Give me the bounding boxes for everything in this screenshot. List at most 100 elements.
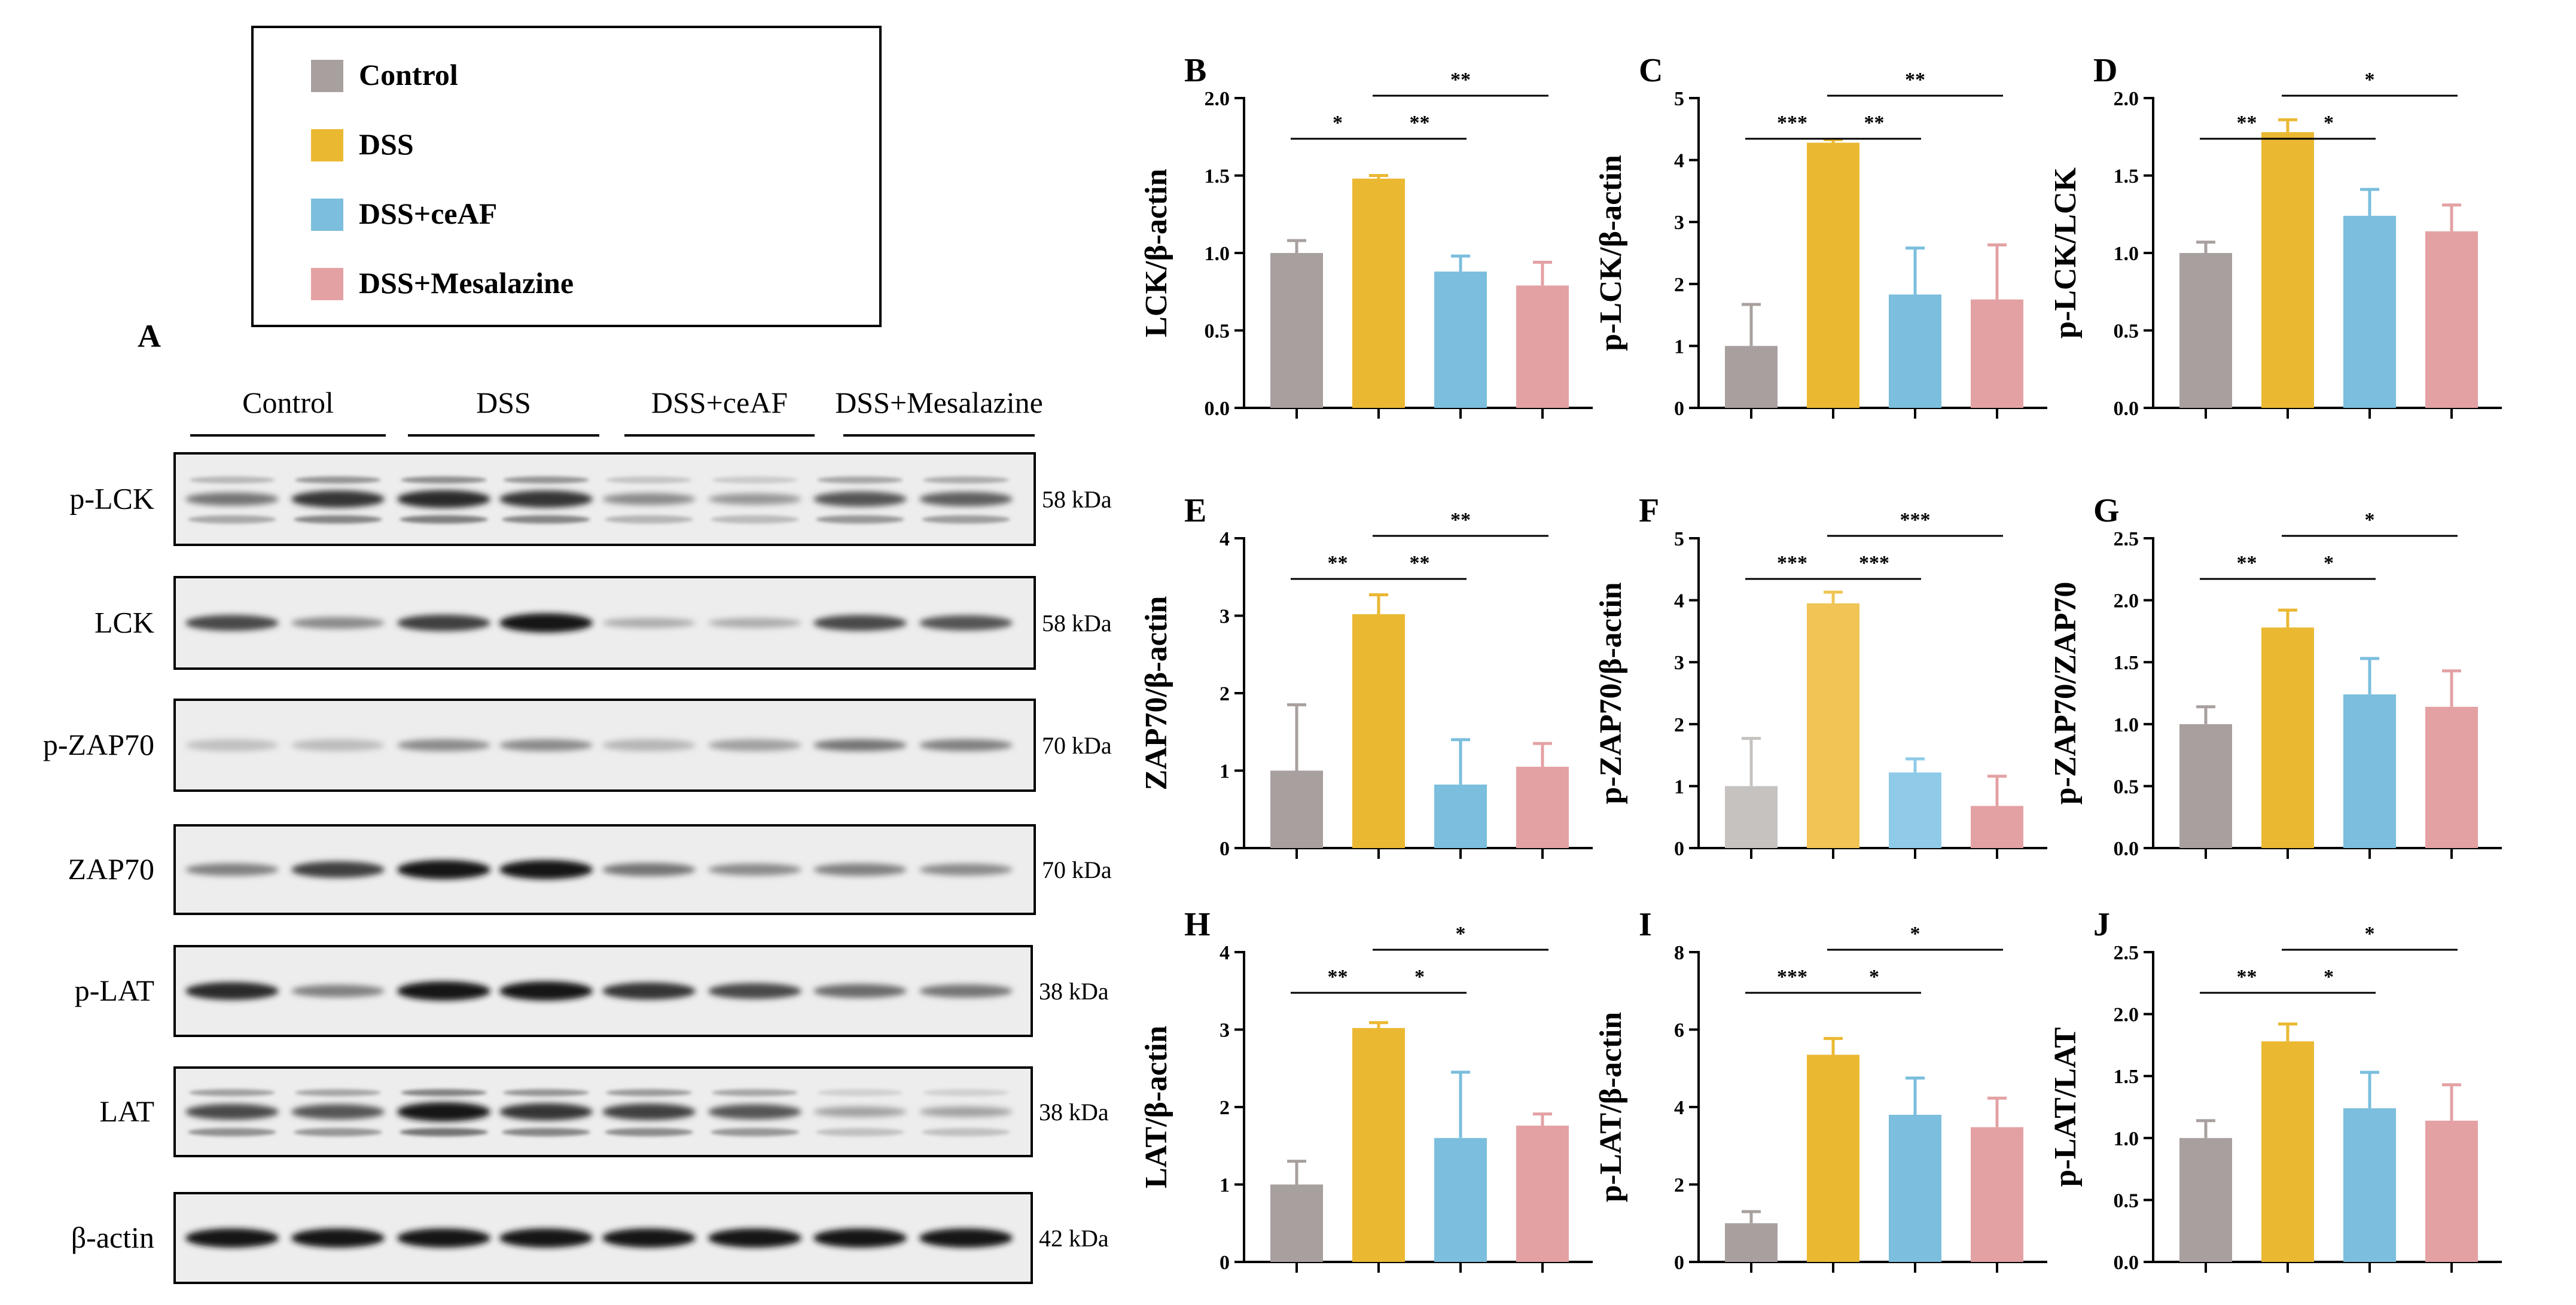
legend-frame (251, 26, 882, 327)
y-tick-label: 4 (1220, 528, 1230, 550)
y-tick-label: 0.0 (1205, 398, 1230, 420)
y-tick-label: 1 (1220, 1175, 1230, 1197)
y-axis-label: p-LAT/LAT (2048, 1027, 2083, 1187)
blot-protein-label: p-LAT (75, 974, 154, 1007)
significance-label: ** (1328, 966, 1348, 988)
y-axis-label: p-LAT/β-actin (1594, 1012, 1628, 1202)
blot-band (708, 864, 801, 876)
y-tick-label: 0.5 (2114, 321, 2139, 343)
blot-row-lck: LCK 58 kDa (94, 576, 1112, 670)
bar-dss-mesalazine (1516, 1126, 1569, 1262)
blot-kda-label: 70 kDa (1042, 856, 1112, 883)
blot-band (499, 739, 593, 751)
y-tick-label: 0.0 (2114, 398, 2139, 420)
blot-group-label-dss-mesalazine: DSS+Mesalazine (835, 386, 1043, 419)
bar-dss (1352, 178, 1405, 408)
y-tick-label: 2 (1674, 1175, 1684, 1197)
blot-row-zap70: ZAP70 70 kDa (68, 824, 1112, 915)
y-tick-label: 0 (1220, 1252, 1230, 1274)
blot-band-secondary (295, 476, 381, 484)
y-tick-label: 1 (1674, 336, 1684, 358)
y-tick-label: 2.5 (2114, 942, 2139, 964)
y-axis-label: p-ZAP70/β-actin (1594, 582, 1628, 804)
bar-dss-mesalazine (1516, 285, 1569, 408)
significance-label: *** (1777, 552, 1807, 574)
y-tick-label: 5 (1674, 88, 1684, 110)
chart-panel-F: F 0 1 2 3 4 5 p-ZAP70/β-actin *** *** *** (1594, 492, 2047, 860)
y-tick-label: 2 (1220, 683, 1230, 705)
legend-label-control: Control (359, 58, 458, 92)
blot-band-secondary (401, 476, 487, 484)
panel-letter-D: D (2093, 52, 2117, 89)
blot-band (602, 618, 696, 628)
y-tick-label: 2.0 (2114, 1004, 2139, 1026)
blot-band (185, 492, 279, 506)
panel-letter-I: I (1639, 906, 1652, 943)
blot-group-label-control: Control (242, 386, 334, 419)
blot-band (499, 490, 593, 508)
blot-band (397, 614, 490, 632)
significance-label: * (2365, 509, 2375, 531)
blot-band (397, 1102, 490, 1121)
blot-band (602, 1103, 696, 1120)
blot-band-secondary (606, 476, 692, 484)
significance-label: ** (1450, 69, 1471, 91)
significance-label: ** (1328, 552, 1348, 574)
blot-band (499, 981, 593, 1001)
y-tick-label: 3 (1674, 652, 1684, 674)
blot-band-secondary (712, 1089, 798, 1096)
significance-label: * (2365, 923, 2375, 945)
blot-band-secondary (712, 476, 798, 484)
y-tick-label: 2.0 (2114, 88, 2139, 110)
blot-band-secondary (605, 515, 693, 524)
y-tick-label: 0.5 (2114, 776, 2139, 798)
blot-band-secondary (923, 1089, 1009, 1096)
legend-swatch-dss-ceaf (311, 199, 343, 231)
blot-band-secondary (189, 476, 275, 484)
y-tick-label: 4 (1220, 942, 1230, 964)
blot-band (185, 615, 279, 631)
blot-band (499, 1103, 593, 1121)
panel-letter-H: H (1184, 906, 1211, 943)
bar-dss-ceaf (2343, 1108, 2396, 1262)
bar-dss-mesalazine (1971, 299, 2023, 408)
y-tick-label: 1.0 (1205, 243, 1230, 265)
blot-band-secondary (605, 1128, 693, 1136)
blot-row-lat: LAT 38 kDa (99, 1066, 1109, 1157)
blot-band-secondary (711, 1128, 799, 1136)
blot-band (397, 981, 490, 1001)
blot-band (919, 984, 1013, 998)
blot-band-secondary (503, 476, 589, 484)
y-tick-label: 2 (1674, 714, 1684, 736)
blot-band (397, 739, 490, 751)
blot-band (813, 984, 907, 998)
blot-band (708, 1228, 801, 1248)
y-tick-label: 4 (1674, 590, 1684, 612)
blot-band-secondary (400, 515, 488, 524)
blot-band (813, 863, 907, 876)
blot-band (919, 1106, 1013, 1117)
legend-swatch-dss (311, 129, 343, 161)
y-tick-label: 0.0 (2114, 1252, 2139, 1274)
blot-band-secondary (401, 1089, 487, 1096)
blot-band (919, 864, 1013, 876)
panel-letter-B: B (1184, 52, 1206, 89)
blot-band (602, 1228, 696, 1248)
bar-dss (1352, 614, 1405, 848)
significance-label: ** (1864, 112, 1885, 134)
bar-control (1725, 1223, 1778, 1262)
blot-protein-label: β-actin (71, 1221, 154, 1254)
blot-row-actin: β-actin 42 kDa (71, 1192, 1109, 1284)
bar-dss-ceaf (1889, 772, 1941, 848)
y-tick-label: 1.5 (2114, 166, 2139, 188)
bar-dss (1807, 142, 1859, 408)
y-axis-label: p-ZAP70/ZAP70 (2048, 582, 2083, 805)
significance-label: * (2324, 552, 2334, 574)
significance-label: *** (1777, 112, 1807, 134)
y-tick-label: 6 (1674, 1020, 1684, 1042)
blot-band-secondary (188, 515, 276, 524)
legend-swatch-control (311, 60, 343, 92)
panel-letter-J: J (2093, 906, 2110, 943)
y-tick-label: 5 (1674, 528, 1684, 550)
